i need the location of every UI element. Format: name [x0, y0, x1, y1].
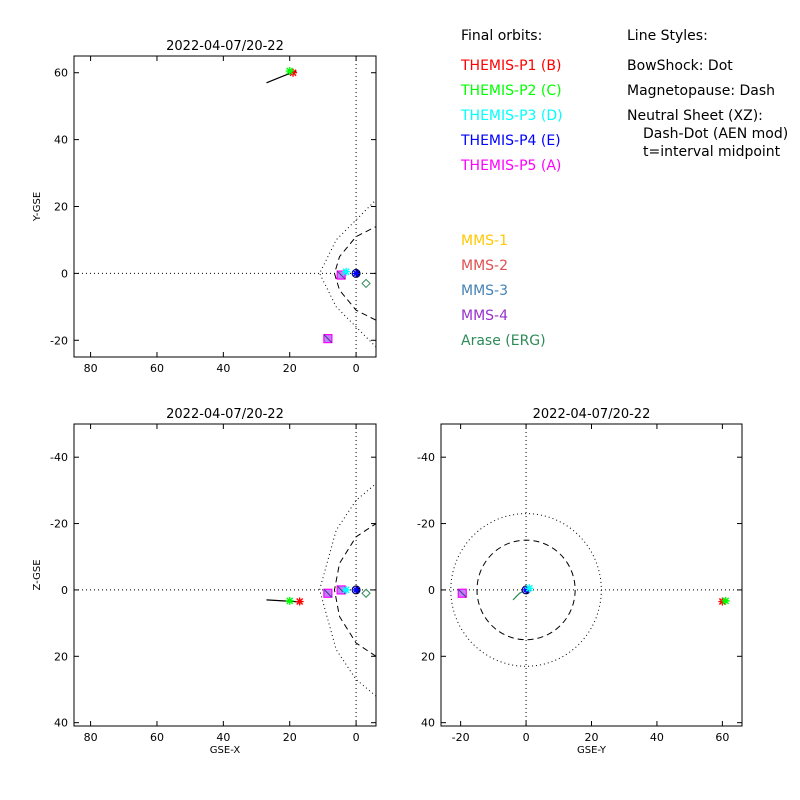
legend-mms-1: MMS-1	[461, 233, 508, 249]
x-tick-label: 40	[216, 731, 230, 744]
y-tick-label: -40	[417, 451, 435, 464]
y-tick-label: 20	[54, 650, 68, 663]
plot-area	[441, 424, 742, 726]
final-orbits-title: Final orbits:	[461, 28, 542, 44]
spacecraft-marker-cross	[336, 270, 346, 280]
legend-arase: Arase (ERG)	[461, 333, 546, 349]
plot-frame	[73, 55, 377, 358]
y-tick-label: 20	[421, 650, 435, 663]
panel-title: 2022-04-07/20-22	[166, 39, 284, 54]
y-tick-label: 40	[54, 134, 68, 147]
y-tick-label: 20	[54, 201, 68, 214]
x-tick-label: 40	[650, 731, 664, 744]
x-tick-label: 20	[283, 731, 297, 744]
line-style-magnetopause: Magnetopause: Dash	[627, 83, 775, 99]
plot-frame	[440, 423, 743, 727]
x-tick-label: 0	[353, 362, 360, 375]
x-tick-label: 0	[523, 731, 530, 744]
x-tick-label: 20	[585, 731, 599, 744]
line-style-bowshock: BowShock: Dot	[627, 58, 733, 74]
x-tick-label: 60	[150, 731, 164, 744]
magnetopause-curve	[333, 226, 376, 321]
y-tick-label: 0	[61, 267, 68, 280]
x-tick-label: 20	[283, 362, 297, 375]
y-tick-label: -20	[50, 518, 68, 531]
legend-themis-p2: THEMIS-P2 (C)	[460, 83, 562, 99]
spacecraft-star-marker	[721, 596, 730, 605]
spacecraft-star-marker	[285, 67, 294, 76]
spacecraft-diamond-marker	[361, 588, 371, 598]
magnetopause-curve	[476, 539, 576, 641]
xy-orbit-panel: 2022-04-07/20-22 80 60 40 20 0 -20 0 20 40 60 Y-GSE	[32, 39, 377, 375]
x-tick-label: -20	[452, 731, 470, 744]
spacecraft-star-marker	[525, 584, 534, 593]
x-axis-label: GSE-X	[210, 745, 241, 756]
x-tick-label: 80	[84, 731, 98, 744]
spacecraft-star-marker	[342, 585, 351, 594]
legend-mms-4: MMS-4	[461, 308, 508, 324]
y-tick-label: 60	[54, 67, 68, 80]
legend: Final orbits: Line Styles: BowShock: Dot…	[460, 28, 788, 349]
y-tick-label: 0	[428, 584, 435, 597]
x-tick-label: 40	[216, 362, 230, 375]
x-tick-label: 80	[84, 362, 98, 375]
y-tick-label: -20	[50, 334, 68, 347]
y-tick-label: 40	[421, 717, 435, 730]
line-style-dash-dot: Dash-Dot (AEN mod)	[643, 126, 788, 142]
spacecraft-star-marker	[352, 585, 361, 594]
x-tick-label: 60	[715, 731, 729, 744]
bowshock-curve	[450, 513, 602, 667]
plot-frame	[73, 423, 377, 727]
spacecraft-marker-cross	[323, 588, 333, 598]
bowshock-curve	[319, 199, 376, 348]
legend-themis-p1: THEMIS-P1 (B)	[460, 58, 561, 74]
panel-title: 2022-04-07/20-22	[166, 407, 284, 422]
spacecraft-star-marker	[522, 585, 531, 594]
x-axis-label: GSE-Y	[577, 745, 607, 756]
line-style-neutral-sheet: Neutral Sheet (XZ):	[627, 108, 763, 124]
y-axis-label: Y-GSE	[32, 192, 43, 222]
x-tick-label: 60	[150, 362, 164, 375]
y-axis-label: Z-GSE	[32, 559, 43, 590]
spacecraft-star-marker	[342, 267, 351, 276]
plot-area	[74, 56, 376, 357]
legend-mms-3: MMS-3	[461, 283, 508, 299]
spacecraft-marker-cross	[457, 588, 467, 598]
line-styles-title: Line Styles:	[627, 28, 708, 44]
magnetopause-curve	[333, 523, 376, 657]
line-style-interval: t=interval midpoint	[643, 144, 781, 160]
spacecraft-star-marker	[285, 596, 294, 605]
x-tick-label: 0	[353, 731, 360, 744]
spacecraft-star-marker	[289, 68, 298, 77]
spacecraft-diamond-marker	[361, 278, 371, 289]
legend-themis-p5: THEMIS-P5 (A)	[460, 158, 561, 174]
legend-mms-2: MMS-2	[461, 258, 508, 274]
spacecraft-star-marker	[352, 269, 361, 278]
legend-themis-p4: THEMIS-P4 (E)	[460, 133, 561, 149]
y-tick-label: -40	[50, 451, 68, 464]
y-tick-label: -20	[417, 518, 435, 531]
yz-orbit-panel: 2022-04-07/20-22 -20 0 20 40 60 -40 -20 0 20 40 GSE…	[417, 407, 743, 756]
y-tick-label: 40	[54, 717, 68, 730]
orbit-trajectory	[266, 599, 300, 603]
y-tick-label: 0	[61, 584, 68, 597]
panel-title: 2022-04-07/20-22	[533, 407, 651, 422]
plot-area	[74, 424, 376, 726]
spacecraft-star-marker	[295, 597, 304, 606]
spacecraft-marker-cross	[323, 334, 333, 343]
legend-themis-p3: THEMIS-P3 (D)	[460, 108, 563, 124]
